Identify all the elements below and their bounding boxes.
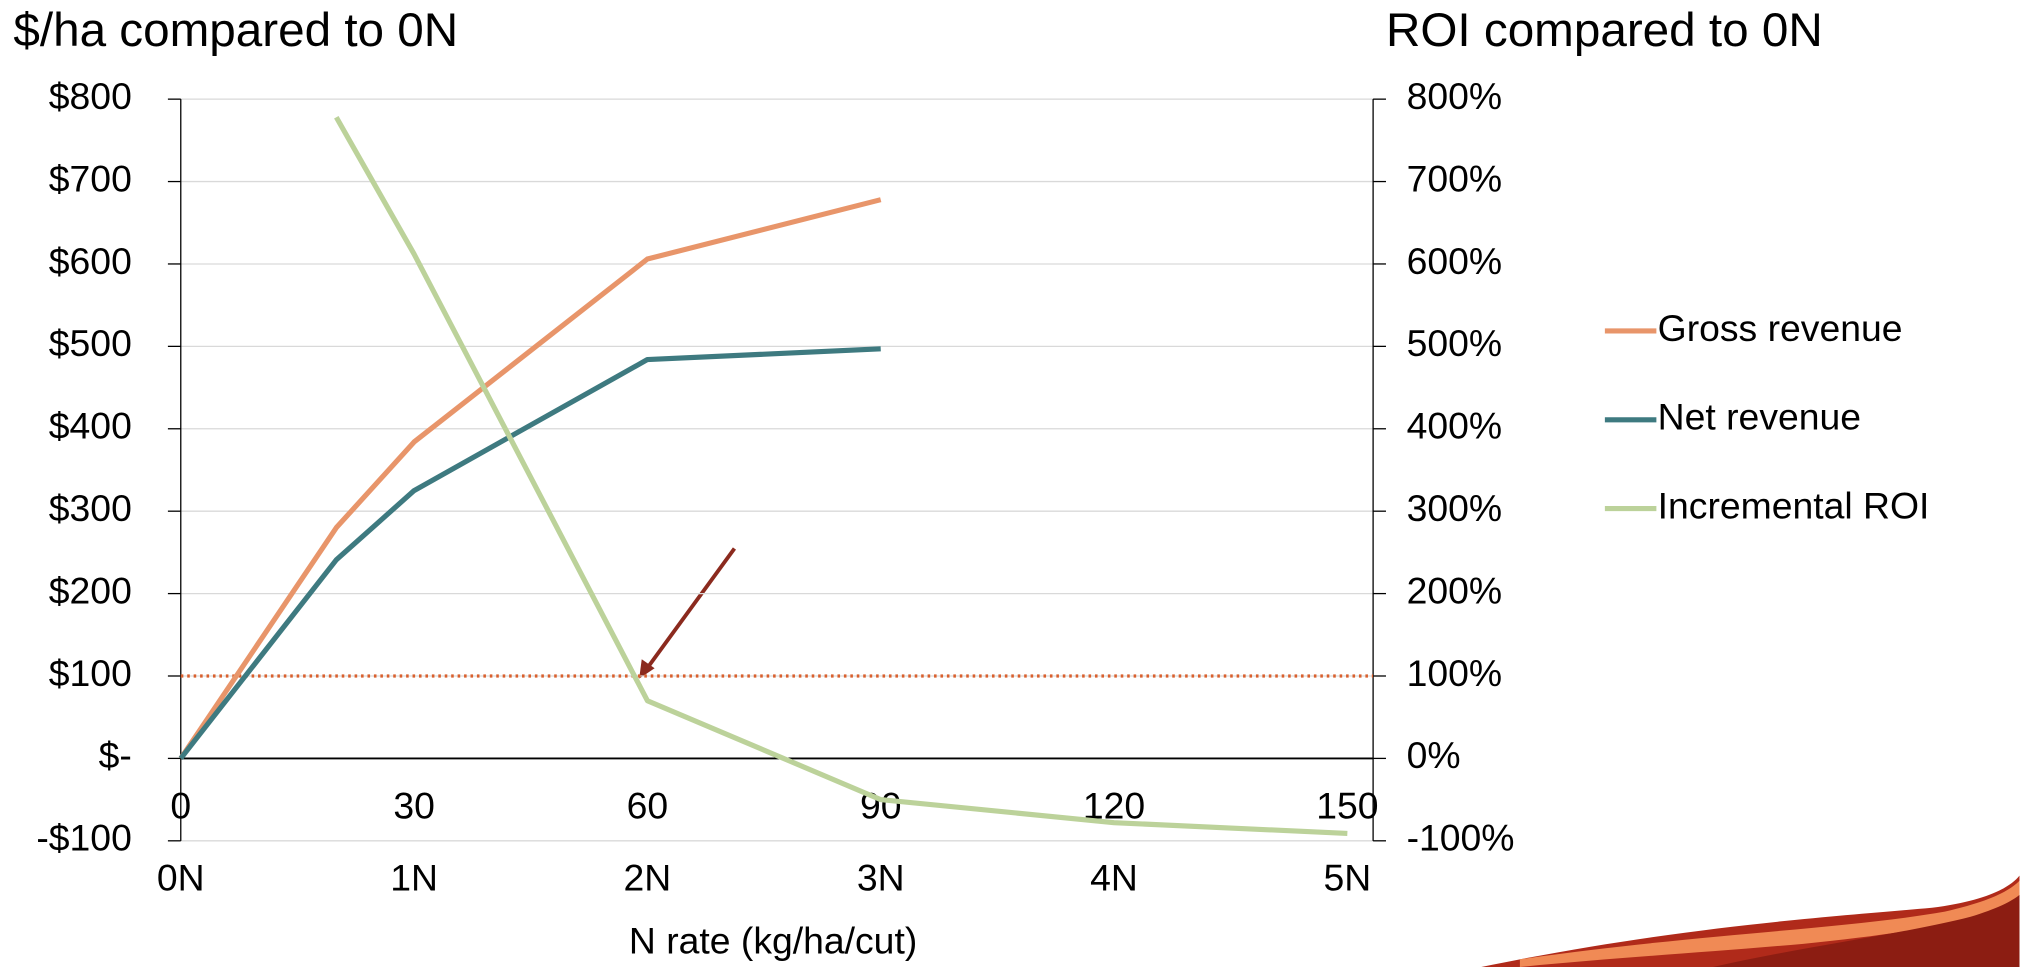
y-tick-label: $400 (49, 405, 132, 447)
decoration (1519, 880, 2020, 967)
y-tick-label: $- (99, 734, 132, 776)
x-tick-label: 60 (627, 784, 669, 826)
x-tick-label: 30 (393, 784, 435, 826)
decoration (1713, 894, 2020, 967)
x-axis-title: N rate (kg/ha/cut) (629, 920, 917, 962)
y2-tick-label: 100% (1407, 652, 1502, 694)
x-group-label: 0N (157, 857, 205, 899)
y-tick-label: $800 (49, 75, 132, 117)
y2-tick-label: 300% (1407, 487, 1502, 529)
y2-tick-label: 200% (1407, 569, 1502, 611)
x-group-label: 2N (624, 857, 672, 899)
y-tick-label: $300 (49, 487, 132, 529)
y-tick-label: $700 (49, 157, 132, 199)
y-tick-label: -$100 (36, 817, 131, 859)
series-line (334, 116, 1348, 836)
legend-label: Net revenue (1658, 396, 1861, 438)
y-tick-label: $600 (49, 240, 132, 282)
x-tick-label: 0 (170, 784, 191, 826)
x-tick-label: 150 (1316, 784, 1378, 826)
y2-tick-label: 0% (1407, 734, 1461, 776)
y2-tick-label: 700% (1407, 157, 1502, 199)
y-tick-label: $500 (49, 322, 132, 364)
series-line (181, 349, 1348, 759)
annotation-arrowhead (639, 659, 655, 679)
y-tick-label: $100 (49, 652, 132, 694)
x-group-label: 5N (1323, 857, 1371, 899)
y2-tick-label: 600% (1407, 240, 1502, 282)
y2-tick-label: 500% (1407, 322, 1502, 364)
x-group-label: 4N (1090, 857, 1138, 899)
x-group-label: 1N (390, 857, 438, 899)
series-line (181, 188, 1348, 758)
y-axis-title: $/ha compared to 0N (13, 4, 458, 57)
annotation-arrow (642, 547, 737, 674)
legend-label: Incremental ROI (1658, 484, 1930, 526)
legend-label: Gross revenue (1658, 307, 1903, 349)
y2-tick-label: 400% (1407, 405, 1502, 447)
x-group-label: 3N (857, 857, 905, 899)
y-tick-label: $200 (49, 569, 132, 611)
y2-tick-label: -100% (1407, 817, 1515, 859)
y2-axis-title: ROI compared to 0N (1386, 4, 1823, 57)
y2-tick-label: 800% (1407, 75, 1502, 117)
